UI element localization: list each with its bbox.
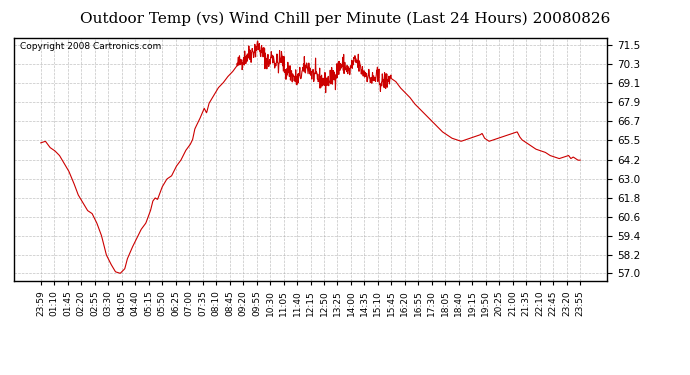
Text: Outdoor Temp (vs) Wind Chill per Minute (Last 24 Hours) 20080826: Outdoor Temp (vs) Wind Chill per Minute … xyxy=(80,11,610,26)
Text: Copyright 2008 Cartronics.com: Copyright 2008 Cartronics.com xyxy=(20,42,161,51)
